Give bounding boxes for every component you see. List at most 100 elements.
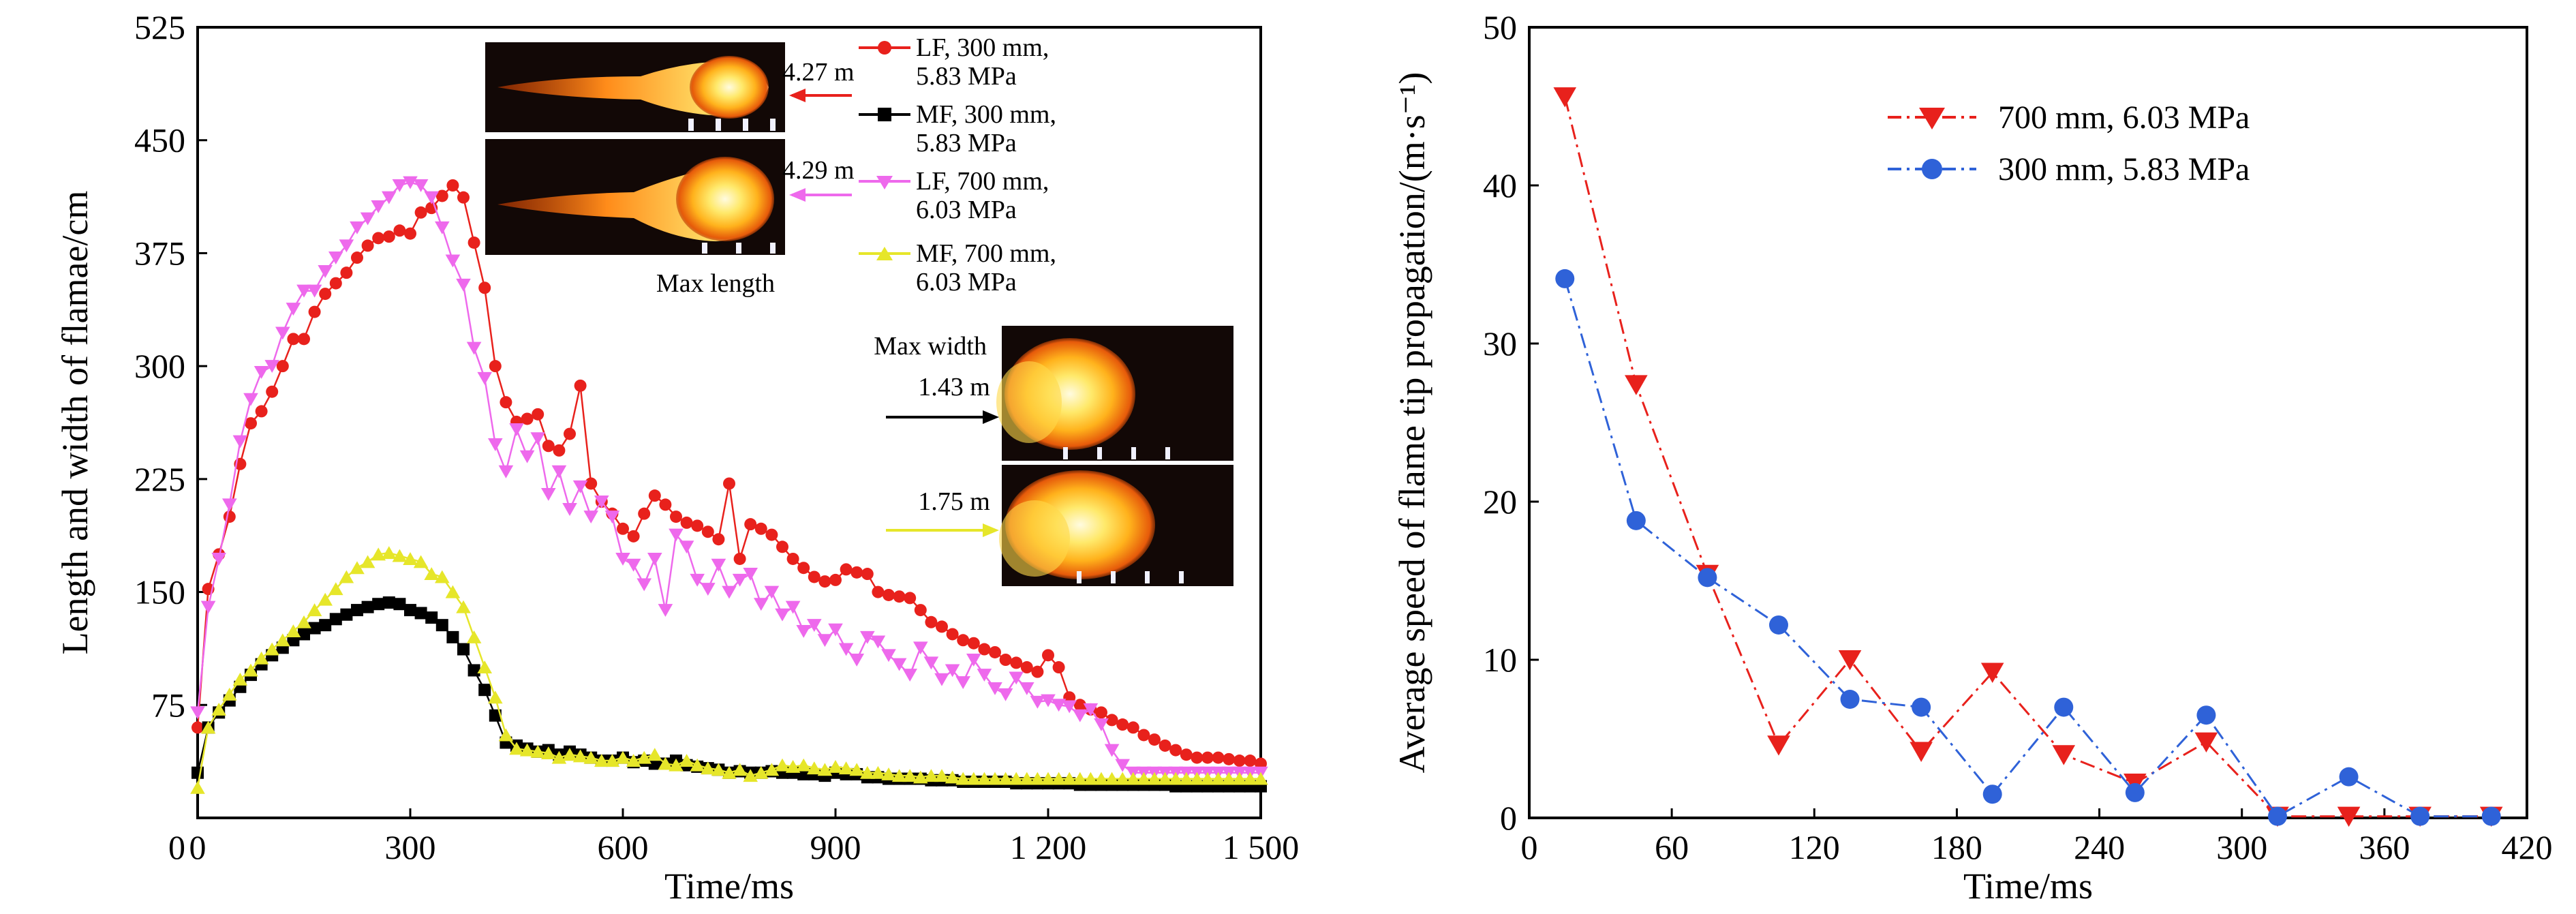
left-series-2-point <box>551 465 567 478</box>
right-series-1-point <box>2339 767 2359 787</box>
left-series-2-point <box>403 176 418 189</box>
left-series-0-point <box>287 333 300 346</box>
left-series-2-point <box>350 221 365 234</box>
right-series-1-point <box>1840 690 1860 709</box>
legend-label-lf-700: LF, 700 mm, 6.03 MPa <box>916 167 1056 224</box>
left-series-2-point <box>488 438 503 451</box>
left-series-3-point <box>477 660 492 674</box>
legend-label-700: 700 mm, 6.03 MPa <box>1998 100 2250 136</box>
left-series-3-point <box>382 546 397 560</box>
left-series-2-point <box>466 341 482 355</box>
left-series-2-point <box>934 673 949 686</box>
flame-photo-width-1 <box>996 326 1233 461</box>
left-series-2-point <box>838 643 854 656</box>
left-series-1-point <box>361 600 374 613</box>
left-series-0-point <box>489 360 502 373</box>
left-series-0-point <box>340 266 353 279</box>
right-x-tick-label: 180 <box>1931 828 1982 866</box>
left-series-3-point <box>1179 772 1194 785</box>
right-series-1-point <box>1698 568 1717 588</box>
left-plot-frame <box>196 26 1262 819</box>
left-series-3-point <box>987 772 1002 785</box>
right-y-tick-label: 40 <box>1483 166 1517 204</box>
left-series-0-point <box>393 224 406 237</box>
right-x-tick-label: 300 <box>2216 828 2267 866</box>
left-series-3-point <box>977 772 992 785</box>
left-series-0-point <box>1137 729 1150 742</box>
left-series-3-point <box>307 603 322 617</box>
right-x-tick-label: 360 <box>2359 828 2410 866</box>
left-series-3-point <box>296 615 311 628</box>
left-series-2-point <box>796 625 811 638</box>
right-series-0-point <box>2337 806 2361 827</box>
left-series-1-point <box>329 613 342 626</box>
arrowhead-width-1 <box>983 410 999 424</box>
left-series-0-point <box>414 206 427 219</box>
left-series-0-point <box>467 236 480 249</box>
left-series-3-point <box>1030 772 1045 785</box>
left-series-2-point <box>530 432 545 446</box>
left-series-0-point <box>999 654 1012 666</box>
left-series-2-point <box>637 578 651 592</box>
left-series-0-point <box>617 522 629 535</box>
left-series-2-point <box>626 558 641 572</box>
left-series-1-point <box>308 622 321 635</box>
left-series-3-point <box>701 761 716 775</box>
left-y-tick-label: 75 <box>151 686 185 724</box>
left-series-0-point <box>564 427 576 440</box>
left-y-axis-label: Length and width of flamae/cm <box>55 191 95 655</box>
left-series-0-point <box>1052 661 1065 674</box>
left-series-2-point <box>690 573 705 587</box>
left-series-3-point <box>1062 772 1077 785</box>
left-series-3-point <box>1073 772 1088 785</box>
left-series-3-point <box>413 555 429 568</box>
right-x-tick-label: 0 <box>1521 828 1538 866</box>
left-series-3-point <box>466 630 482 643</box>
left-series-2-point <box>647 552 662 566</box>
left-series-2-point <box>200 600 216 614</box>
left-series-0-point <box>298 333 310 346</box>
left-series-2-point <box>594 496 609 508</box>
left-series-3-point <box>371 547 386 561</box>
left-series-0-point <box>850 566 863 579</box>
left-series-0-point <box>691 519 704 532</box>
legend-line-lf-300-a: LF, 300 mm, <box>916 33 1049 62</box>
left-series-3-point <box>1147 772 1162 785</box>
right-series-0-point <box>1553 87 1577 108</box>
left-x-tick-label: 0 <box>189 828 206 866</box>
left-series <box>190 176 1268 794</box>
left-series-2-point <box>232 435 248 448</box>
left-series-1-point <box>467 664 480 677</box>
right-y-tick-label: 10 <box>1483 641 1517 679</box>
left-series-2-point <box>1094 718 1109 731</box>
left-series-0-point <box>967 637 980 650</box>
left-series-3-point <box>1126 772 1141 785</box>
left-series-2-point <box>211 552 226 566</box>
left-series-1-point <box>382 596 395 609</box>
left-series-2-point <box>583 511 598 523</box>
left-series-0-point <box>1105 714 1118 727</box>
left-series-3-point <box>945 770 960 784</box>
left-series-0-point <box>404 227 416 240</box>
left-series-2-point <box>987 682 1002 695</box>
left-series-3-point <box>998 772 1013 785</box>
left-series-0-point <box>957 634 970 647</box>
left-series-0-point <box>1042 649 1054 662</box>
left-series-0-point <box>1233 755 1246 767</box>
left-series-2-point <box>307 284 322 298</box>
left-series-0-point <box>500 396 512 409</box>
left-series-2-point <box>849 654 864 667</box>
right-y-tick-label: 30 <box>1483 324 1517 363</box>
annotation-length-2: 4.29 m <box>782 156 855 185</box>
arrowhead-width-2 <box>983 523 999 537</box>
left-series-3-point <box>594 754 609 767</box>
left-series-0-point <box>521 412 534 425</box>
right-axis-ticks: 0 60 120 180 240 300 360 420 0 10 20 30 40 50 <box>1483 8 2553 866</box>
left-series-2-point <box>1083 703 1099 716</box>
legend-line-mf-700-a: MF, 700 mm, <box>916 239 1056 268</box>
annotation-width-1: 1.43 m <box>918 373 990 401</box>
left-x-axis-label: Time/ms <box>664 866 794 907</box>
left-series-1-point <box>404 604 416 617</box>
left-series-2-point <box>243 393 258 406</box>
